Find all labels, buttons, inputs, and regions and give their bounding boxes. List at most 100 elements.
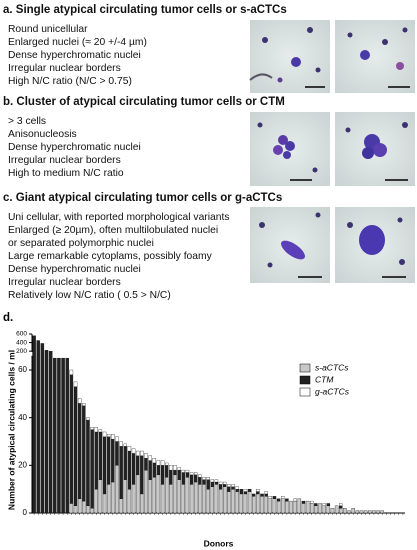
micrographs <box>249 20 415 283</box>
bar-segment <box>140 493 144 514</box>
bar-segment <box>264 491 268 495</box>
bar-segment <box>231 486 235 490</box>
bar-segment <box>57 357 61 514</box>
bar-segment <box>322 505 326 514</box>
bar-segment <box>148 460 152 480</box>
bar-segment <box>111 438 115 483</box>
bar-segment <box>272 496 277 499</box>
bar-segment <box>301 503 306 514</box>
bar-segment <box>281 498 285 514</box>
bar-segment <box>359 510 364 514</box>
legend-swatch <box>299 387 311 397</box>
y-tick-label: 600 <box>16 331 27 338</box>
bar-segment <box>193 472 198 476</box>
bar-segment <box>293 500 297 514</box>
bar-segment <box>380 510 384 514</box>
bar-segment <box>239 489 244 495</box>
y-tick-label: 200 <box>16 348 27 355</box>
panel-heading: c. Giant atypical circulating tumor cell… <box>3 192 283 204</box>
bar-segment <box>131 453 136 485</box>
bar-segment <box>202 479 206 485</box>
bar-segment <box>90 508 94 514</box>
bar-segment <box>135 474 140 514</box>
bar-segment <box>106 436 111 485</box>
bar-segment <box>156 460 161 466</box>
bar-segment <box>330 508 335 514</box>
panel-label: d. <box>3 312 13 324</box>
bar-segment <box>86 417 90 421</box>
bar-segment <box>235 489 239 492</box>
bar-segment <box>177 469 181 480</box>
bar-segment <box>189 474 194 485</box>
criterion: Dense hyperchromatic nuclei <box>8 264 141 275</box>
bar-segment <box>206 477 210 480</box>
y-tick-label: 20 <box>18 460 27 469</box>
criterion: Enlarged (≥ 20µm), often multilobulated … <box>8 225 219 236</box>
bar-segment <box>98 429 103 433</box>
image-a2 <box>335 20 415 93</box>
bar-segment <box>355 510 360 514</box>
criterion: Relatively low N/C ratio ( 0.5 > N/C) <box>8 290 171 301</box>
bar-segment <box>152 458 156 464</box>
bar-segment <box>181 469 185 473</box>
bar-segment <box>198 477 202 485</box>
bar-segment <box>177 467 181 471</box>
bar-segment <box>36 340 40 514</box>
bar-segment <box>189 484 194 514</box>
criterion: Irregular nuclear borders <box>8 63 121 74</box>
bar-segment <box>272 498 277 514</box>
criterion: Dense hyperchromatic nuclei <box>8 142 141 153</box>
bar-segment <box>235 486 239 490</box>
bar-segment <box>69 374 74 504</box>
image-b1 <box>250 112 330 186</box>
y-tick-label: 60 <box>18 365 27 374</box>
bar-segment <box>106 434 111 437</box>
bar-segment <box>202 484 206 514</box>
criterion: Dense hyperchromatic nuclei <box>8 50 141 61</box>
bar-segment <box>210 481 215 487</box>
legend-swatch <box>299 363 311 373</box>
bar-segment <box>206 489 210 514</box>
bar-segment <box>347 510 351 514</box>
bar-segment <box>115 436 119 442</box>
bar-segment <box>177 479 181 514</box>
y-axis-label: Number of atypical circulating cells / m… <box>6 350 16 510</box>
bar-segment <box>247 491 252 514</box>
bar-segment <box>169 469 173 485</box>
bar-segment <box>297 498 302 514</box>
bar-segment <box>148 455 152 461</box>
legend-label: CTM <box>315 374 334 384</box>
bar-segment <box>264 496 268 514</box>
bar-segment <box>268 498 273 514</box>
bar-segment <box>310 503 314 514</box>
bar-segment <box>222 486 227 514</box>
bar-segment <box>82 403 86 406</box>
bar-segment <box>123 479 127 514</box>
bar-segment <box>119 446 123 499</box>
bar-segment <box>86 419 90 507</box>
bar-segment <box>82 405 86 502</box>
bar-segment <box>222 484 227 487</box>
bar-segment <box>193 481 198 514</box>
criterion: High to medium N/C ratio <box>8 168 124 179</box>
image-c2 <box>335 207 415 283</box>
bar-segment <box>227 484 231 487</box>
bar-segment <box>256 491 260 495</box>
bar-segment <box>152 477 156 514</box>
bar-segment <box>169 484 173 514</box>
criterion: Round unicellular <box>8 24 88 35</box>
bar-segment <box>102 431 107 437</box>
bar-segment <box>227 491 231 514</box>
bar-segment <box>231 489 235 514</box>
bar-segment <box>127 489 132 514</box>
bar-segment <box>202 477 206 480</box>
bar-segment <box>276 498 281 502</box>
bar-segment <box>198 474 202 478</box>
bar-segment <box>94 489 98 514</box>
bar-segment <box>351 508 355 514</box>
bar-segment <box>372 510 376 514</box>
bar-segment <box>281 496 285 499</box>
bar-segment <box>140 455 144 495</box>
bar-segment <box>243 491 248 495</box>
